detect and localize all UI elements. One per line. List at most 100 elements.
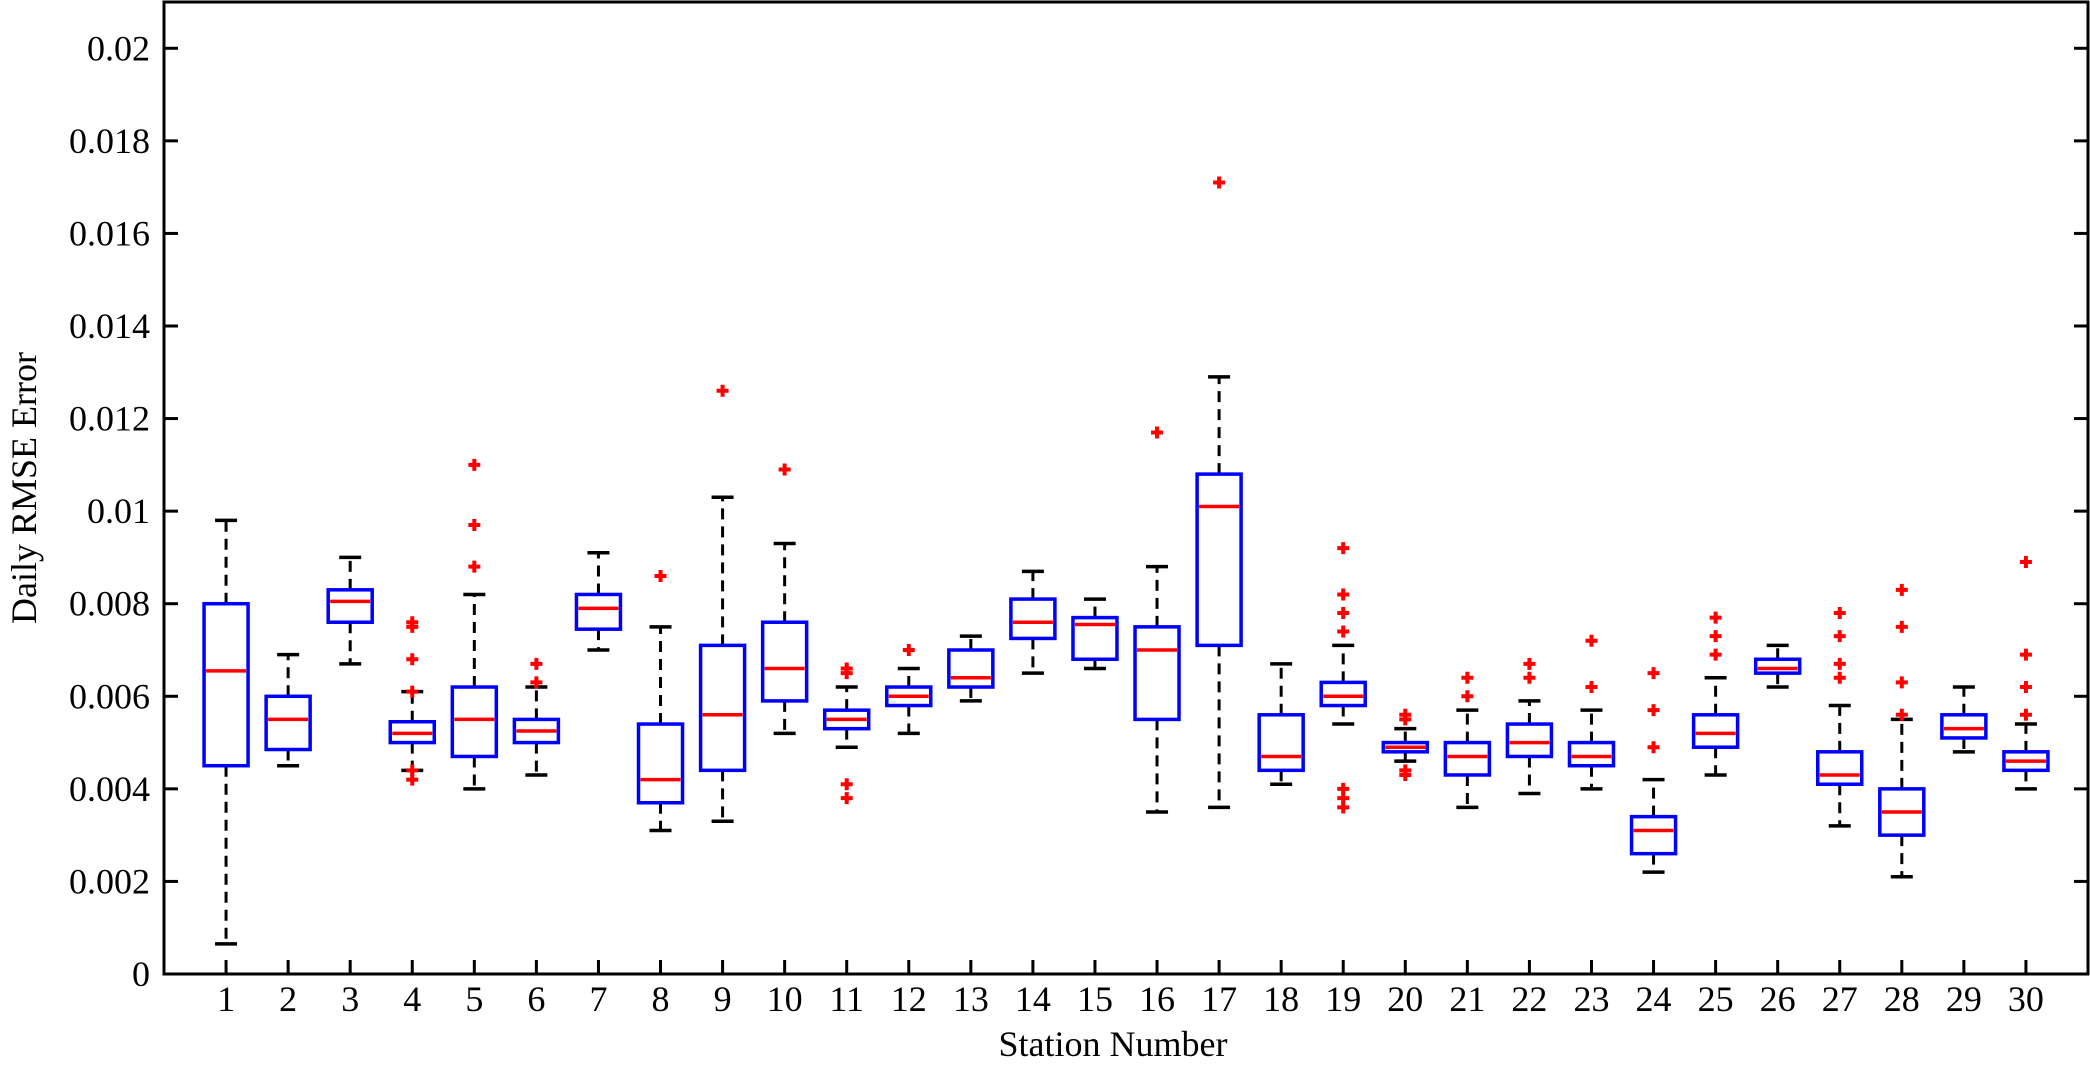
- iqr-box: [822, 708, 871, 731]
- y-tick-label: 0.004: [69, 769, 150, 809]
- iqr-box: [698, 643, 747, 773]
- x-tick-label: 10: [767, 979, 803, 1019]
- iqr-box: [947, 648, 995, 689]
- outlier-marker: [778, 463, 791, 476]
- outlier-marker: [406, 685, 419, 698]
- iqr-box: [512, 717, 561, 745]
- box-station-29: [1940, 685, 1988, 754]
- box-station-18: [1257, 662, 1305, 786]
- x-tick-label: 30: [2008, 979, 2044, 1019]
- outlier-marker: [406, 620, 419, 633]
- outlier-marker: [1895, 583, 1908, 596]
- x-tick-label: 26: [1760, 979, 1796, 1019]
- outlier-marker: [468, 458, 481, 471]
- iqr-box: [1691, 713, 1740, 749]
- outlier-marker: [1523, 657, 1536, 670]
- box-station-17: [1195, 176, 1243, 810]
- outlier-marker: [406, 653, 419, 666]
- iqr-box: [574, 592, 623, 631]
- outlier-marker: [1337, 588, 1350, 601]
- box-station-6: [512, 657, 561, 777]
- iqr-box: [326, 588, 374, 624]
- x-tick-label: 15: [1077, 979, 1113, 1019]
- box-station-27: [1815, 606, 1864, 828]
- outlier-marker: [1709, 611, 1722, 624]
- iqr-box: [1629, 814, 1678, 856]
- iqr-box: [885, 685, 933, 708]
- outlier-marker: [1647, 741, 1660, 754]
- outlier-marker: [654, 569, 667, 582]
- x-tick-label: 8: [652, 979, 670, 1019]
- y-tick-label: 0.016: [69, 213, 150, 253]
- outlier-marker: [1833, 671, 1846, 684]
- box-station-20: [1381, 708, 1430, 781]
- iqr-box: [1878, 787, 1926, 837]
- x-tick-label: 27: [1822, 979, 1858, 1019]
- x-tick-label: 17: [1201, 979, 1237, 1019]
- box-station-8: [636, 569, 685, 833]
- box-station-1: [202, 518, 250, 946]
- iqr-box: [388, 719, 437, 745]
- x-tick-label: 3: [341, 979, 359, 1019]
- box-station-5: [450, 458, 499, 791]
- x-tick-label: 7: [589, 979, 607, 1019]
- box-station-26: [1753, 643, 1802, 689]
- iqr-box: [2002, 750, 2050, 773]
- outlier-marker: [406, 773, 419, 786]
- outlier-marker: [2019, 681, 2032, 694]
- outlier-marker: [1709, 630, 1722, 643]
- x-tick-label: 28: [1884, 979, 1920, 1019]
- box-station-9: [698, 384, 747, 824]
- iqr-box: [202, 601, 250, 768]
- box-station-4: [388, 616, 437, 786]
- outlier-marker: [1461, 671, 1474, 684]
- box-station-28: [1878, 583, 1926, 879]
- box-station-11: [822, 662, 871, 805]
- iqr-box: [1071, 615, 1119, 662]
- box-station-3: [326, 555, 374, 666]
- outlier-marker: [840, 778, 853, 791]
- x-tick-label: 4: [403, 979, 421, 1019]
- y-tick-label: 0.014: [69, 306, 150, 346]
- y-tick-label: 0.008: [69, 584, 150, 624]
- outlier-marker: [1461, 690, 1474, 703]
- iqr-box: [1133, 625, 1181, 722]
- box-station-10: [760, 463, 809, 736]
- box-station-23: [1567, 634, 1616, 791]
- box-station-15: [1071, 597, 1119, 671]
- outlier-marker: [1399, 713, 1412, 726]
- y-tick-label: 0.01: [87, 491, 150, 531]
- iqr-box: [636, 722, 685, 805]
- outlier-marker: [1337, 542, 1350, 555]
- iqr-box: [1257, 713, 1305, 773]
- x-tick-label: 18: [1263, 979, 1299, 1019]
- outlier-marker: [530, 676, 543, 689]
- outlier-marker: [468, 560, 481, 573]
- outlier-marker: [840, 667, 853, 680]
- x-tick-label: 16: [1139, 979, 1175, 1019]
- outlier-marker: [1833, 630, 1846, 643]
- outlier-marker: [1895, 620, 1908, 633]
- outlier-marker: [1585, 634, 1598, 647]
- box-station-14: [1009, 569, 1057, 675]
- x-axis-label: Station Number: [999, 1024, 1228, 1064]
- x-tick-label: 29: [1946, 979, 1982, 1019]
- iqr-box: [760, 620, 809, 703]
- outlier-marker: [1647, 704, 1660, 717]
- outlier-marker: [902, 644, 915, 656]
- x-tick-label: 1: [217, 979, 235, 1019]
- y-tick-label: 0.02: [87, 28, 150, 68]
- y-tick-label: 0.018: [69, 121, 150, 161]
- iqr-box: [1381, 740, 1430, 754]
- outlier-marker: [1213, 176, 1226, 189]
- x-tick-label: 11: [829, 979, 864, 1019]
- x-tick-label: 20: [1387, 979, 1423, 1019]
- outlier-marker: [1337, 606, 1350, 619]
- x-tick-label: 24: [1636, 979, 1672, 1019]
- outlier-marker: [840, 792, 853, 805]
- outlier-marker: [1895, 676, 1908, 689]
- outlier-marker: [530, 657, 543, 670]
- box-station-16: [1133, 426, 1181, 814]
- box-station-7: [574, 551, 623, 652]
